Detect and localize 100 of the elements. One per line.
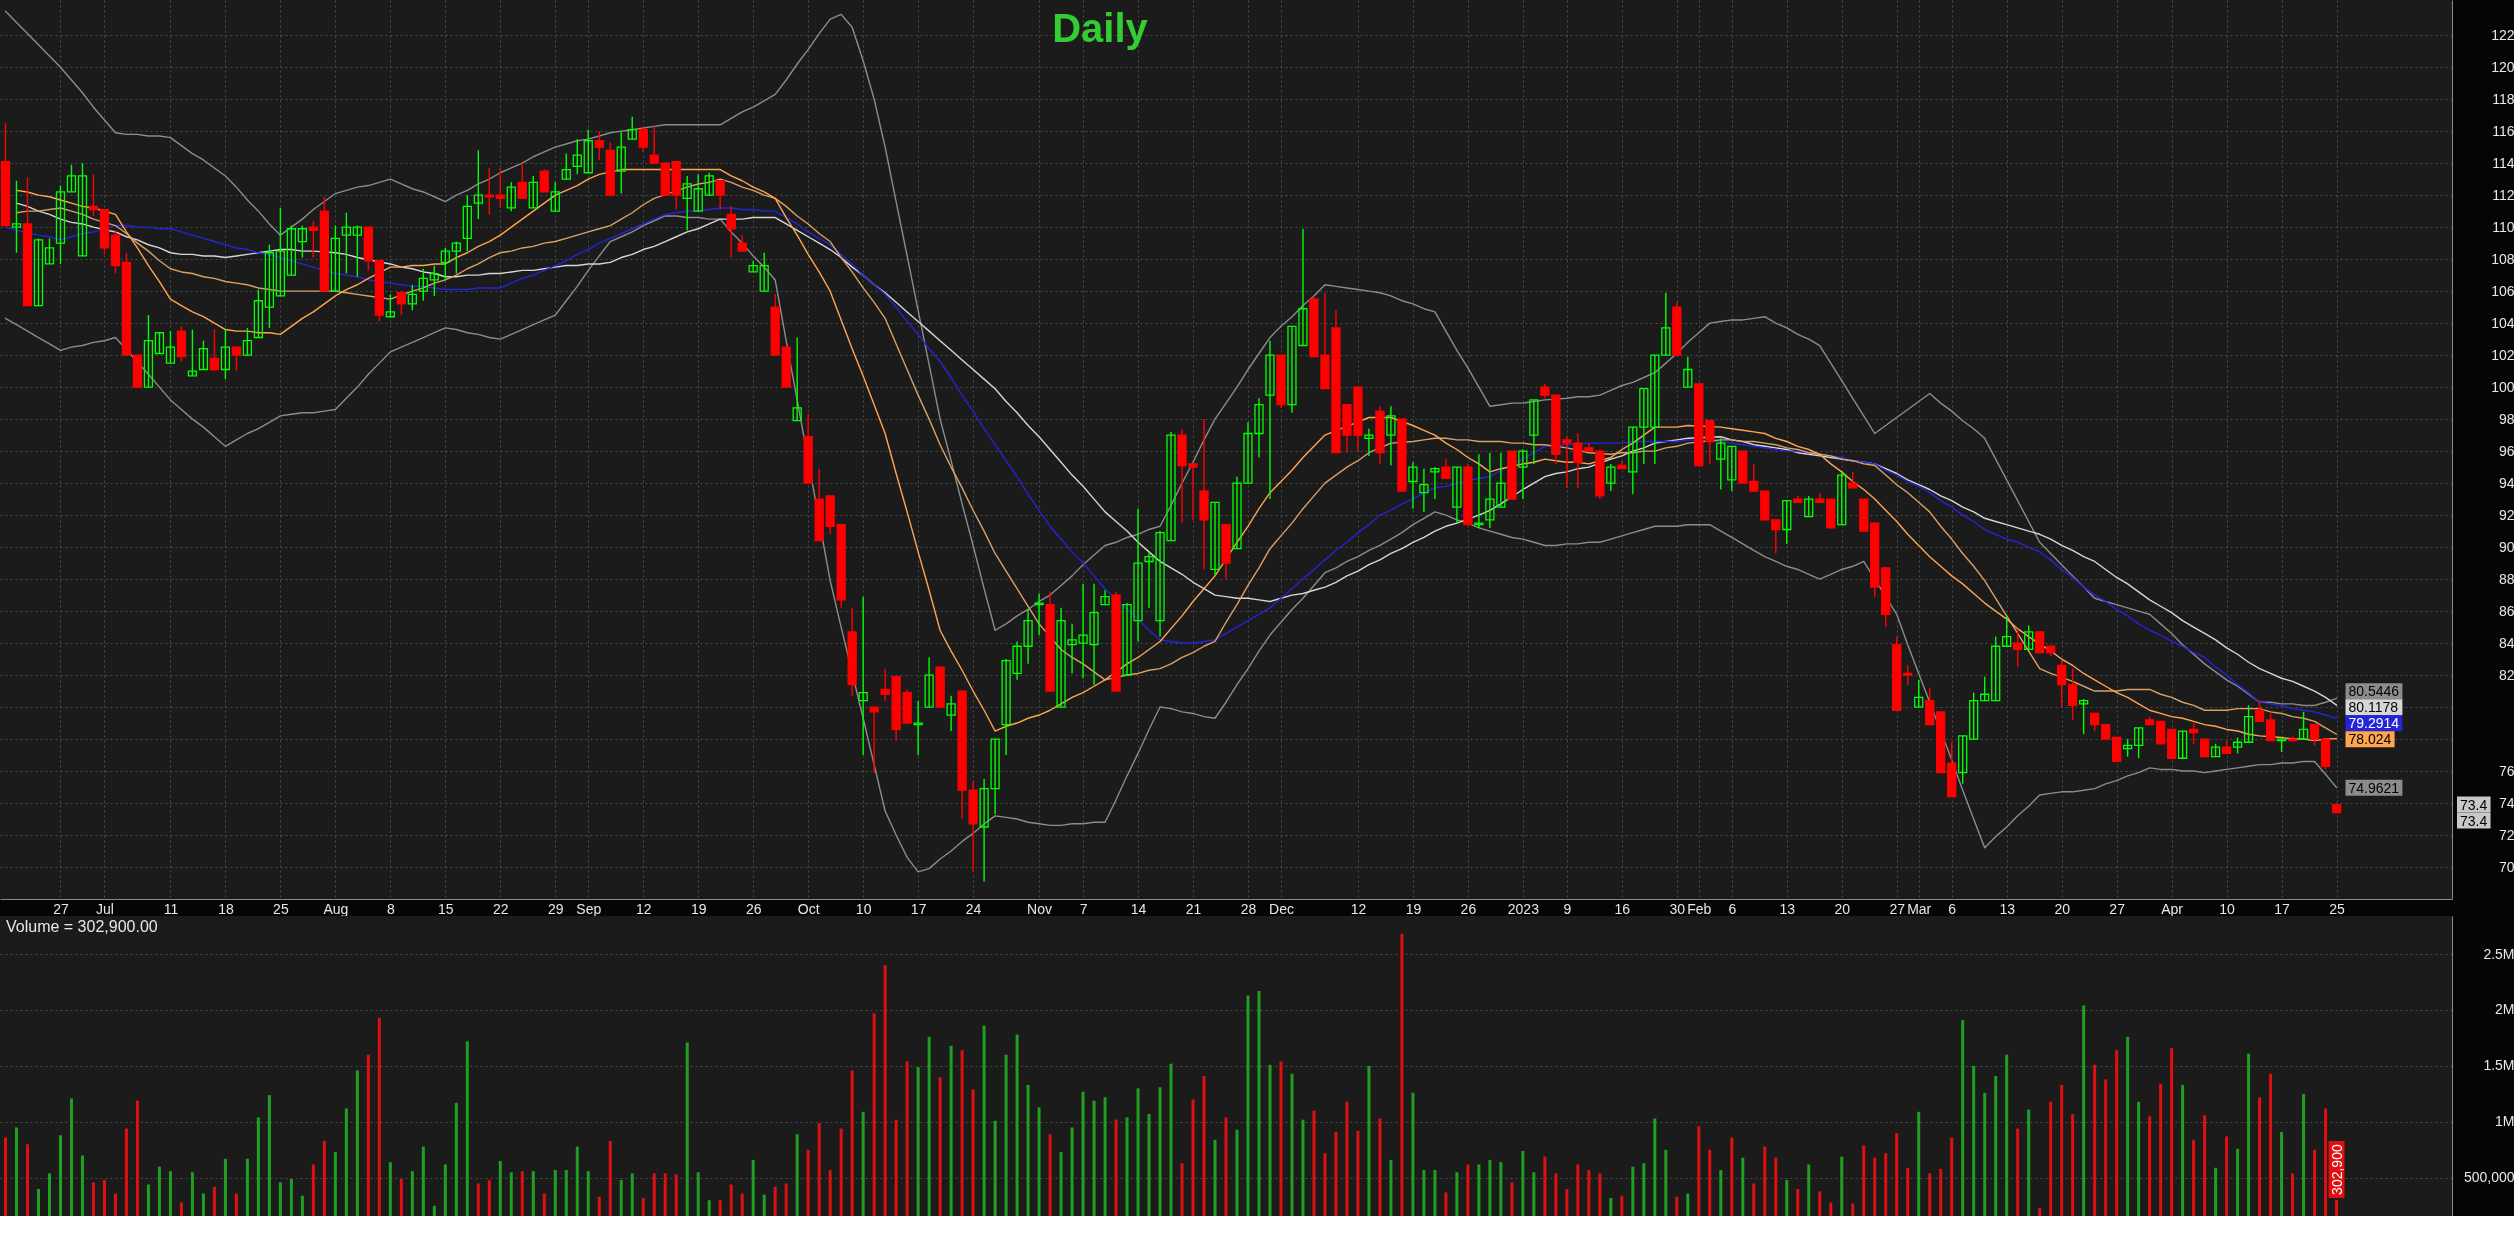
x-tick-label: 17 [910, 900, 927, 917]
candlestick [1661, 292, 1671, 356]
candlestick [550, 181, 560, 212]
y-tick-label: 1.5M [2483, 1057, 2515, 1074]
y-tick-label: 108 [2491, 250, 2515, 267]
x-tick-label: 9 [1563, 900, 1572, 917]
candlestick [913, 699, 923, 756]
candlestick [561, 152, 571, 180]
candlestick [275, 207, 286, 297]
candlestick [407, 284, 417, 312]
x-tick-label: 12 [1350, 900, 1367, 917]
x-tick-label: 15 [438, 900, 454, 917]
chart-title: Daily [1052, 6, 1149, 50]
x-tick-label: 2023 [1507, 900, 1540, 917]
candlestick [1100, 589, 1110, 606]
candlestick [682, 175, 692, 232]
candlestick [1265, 340, 1275, 500]
candlestick [2177, 730, 2188, 759]
candlestick [77, 162, 88, 257]
candlestick [55, 184, 66, 265]
candlestick [869, 706, 879, 774]
candlestick [1364, 428, 1374, 457]
y-tick-label: 122 [2491, 26, 2515, 43]
candlestick [2309, 723, 2320, 747]
x-tick-label: Feb [1687, 900, 1712, 917]
candlestick [2265, 712, 2276, 742]
y-tick-label: 88 [2498, 570, 2515, 587]
candlestick [429, 264, 439, 297]
candlestick [1683, 356, 1693, 388]
x-tick-label: Oct [797, 900, 820, 917]
x-tick-label: 12 [635, 900, 652, 917]
x-tick-label: Mar [1907, 900, 1932, 917]
y-tick-label: 76 [2498, 762, 2515, 779]
candlestick [451, 240, 461, 275]
y-tick-label: 96 [2498, 442, 2515, 459]
candlestick [165, 330, 176, 364]
candlestick [1419, 468, 1429, 513]
candlestick [627, 116, 637, 140]
candlestick [704, 172, 714, 196]
data-label: 302,900 [2328, 1144, 2345, 1195]
y-tick-label: 110 [2492, 218, 2515, 235]
candlestick [858, 595, 868, 756]
candlestick [1771, 519, 1781, 555]
candlestick [242, 327, 253, 356]
candlestick [11, 180, 22, 254]
y-tick-label: 92 [2498, 506, 2515, 523]
candlestick [924, 656, 934, 708]
x-tick-label: 22 [493, 900, 509, 917]
candlestick [330, 224, 341, 292]
candlestick [264, 244, 275, 329]
candlestick [2243, 704, 2254, 743]
candlestick [649, 125, 659, 164]
candlestick [638, 125, 648, 153]
y-tick-label: 106 [2491, 282, 2515, 299]
candlestick [528, 175, 538, 209]
candlestick [792, 336, 802, 422]
candlestick [2024, 624, 2034, 651]
candlestick [1650, 354, 1660, 465]
candlestick [1749, 463, 1759, 492]
x-tick-label: 29 [547, 900, 564, 917]
y-tick-label: 120 [2491, 58, 2515, 75]
y-tick-label: 116 [2492, 122, 2515, 139]
candlestick [1529, 399, 1539, 465]
x-tick-label: Sep [576, 900, 602, 917]
y-tick-label: 94 [2498, 474, 2515, 491]
candlestick [352, 224, 362, 278]
candlestick [1914, 679, 1924, 708]
candlestick [616, 130, 626, 195]
text: 73.4 [2460, 812, 2488, 829]
candlestick [748, 260, 758, 273]
data-label: 80.1178 [2348, 699, 2399, 716]
candlestick [594, 130, 604, 161]
y-tick-label: 500,000 [2463, 1169, 2515, 1186]
x-tick-label: 27 [2109, 900, 2126, 917]
x-tick-label: 19 [690, 900, 707, 917]
data-label: 80.5446 [2348, 683, 2400, 700]
x-tick-label: Aug [323, 900, 349, 917]
y-tick-label: 118 [2492, 90, 2515, 107]
data-label: 74.9621 [2348, 779, 2400, 796]
candlestick [1474, 453, 1484, 529]
candlestick [154, 332, 165, 355]
x-tick-label: 17 [2274, 900, 2291, 917]
candlestick [297, 224, 308, 259]
candlestick [1034, 592, 1044, 636]
candlestick [517, 162, 527, 200]
y-tick-label: 74 [2498, 794, 2515, 811]
y-tick-label: 102 [2491, 346, 2515, 363]
candlestick [1452, 466, 1462, 524]
candlestick [1386, 405, 1396, 467]
x-tick-label: 20 [2054, 900, 2071, 917]
candlestick [2133, 727, 2144, 759]
y-tick-label: 98 [2498, 410, 2515, 427]
candlestick [2155, 720, 2166, 745]
candlestick [1782, 499, 1792, 545]
candlestick [440, 247, 450, 281]
candlestick [2035, 631, 2045, 654]
candlestick [1958, 735, 1968, 785]
candlestick [66, 164, 77, 193]
y-tick-label: 82 [2498, 666, 2515, 683]
candlestick [1991, 635, 2001, 702]
